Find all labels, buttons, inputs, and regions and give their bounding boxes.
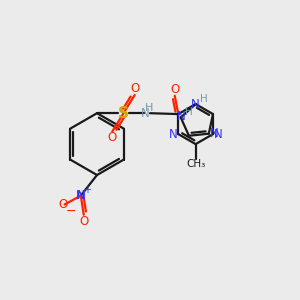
Text: N: N [169, 128, 177, 141]
Text: N: N [177, 110, 186, 123]
Text: O: O [107, 131, 116, 144]
Text: O: O [79, 215, 88, 228]
Text: N: N [191, 98, 200, 111]
Text: −: − [66, 205, 76, 218]
Text: N: N [214, 128, 223, 141]
Text: O: O [131, 82, 140, 95]
Text: S: S [118, 106, 129, 121]
Text: N: N [210, 127, 218, 140]
Text: H: H [145, 103, 153, 113]
Text: N: N [141, 107, 150, 120]
Text: N: N [76, 189, 86, 202]
Text: H: H [185, 107, 193, 117]
Text: CH₃: CH₃ [186, 159, 205, 169]
Text: O: O [58, 198, 68, 211]
Text: O: O [170, 83, 179, 96]
Text: H: H [200, 94, 208, 104]
Text: +: + [83, 185, 91, 195]
